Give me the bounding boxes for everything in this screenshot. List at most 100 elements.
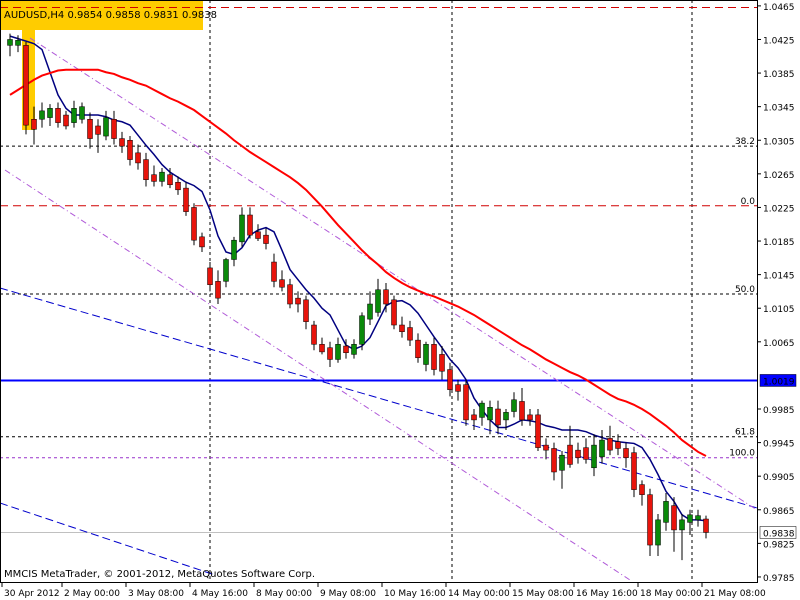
candle-body (255, 231, 261, 239)
candle-body (111, 119, 117, 139)
candle-body (375, 289, 381, 313)
axis: 1.0465 1.0425 1.0385 1.0345 1.0305 1.0265 1.02… (1, 3, 797, 599)
candle-body (23, 45, 29, 126)
x-tick-label: 30 Apr 2012 (4, 589, 60, 599)
y-tick-label: 1.0065 (763, 339, 795, 349)
candle-body (591, 444, 597, 469)
candle-body (439, 354, 445, 372)
candle-body (663, 501, 669, 523)
candle-body (335, 344, 341, 360)
y-tick-label: 1.0345 (763, 104, 795, 114)
candle-body (271, 261, 277, 282)
candle-body (695, 515, 701, 521)
candle-body (367, 303, 373, 320)
candle-body (599, 439, 605, 458)
candle-body (327, 347, 333, 360)
candle-body (199, 236, 205, 248)
y-tick-label: 1.0425 (763, 36, 795, 46)
candle-body (343, 345, 349, 353)
candle-body (639, 484, 645, 495)
y-tick-label: 0.9865 (763, 507, 795, 517)
candle-body (303, 299, 309, 322)
x-tick-label: 9 May 08:00 (320, 589, 376, 599)
y-tick-label: 0.9905 (763, 473, 795, 483)
candle-body (247, 214, 253, 236)
level-label: 0.0 (741, 197, 756, 207)
candle-body (655, 519, 661, 546)
candle-body (39, 110, 45, 120)
level-label: 100.0 (729, 449, 755, 459)
y-tick-label: 0.9985 (763, 406, 795, 416)
price-tag-box (759, 526, 797, 539)
candle-body (407, 327, 413, 341)
moving-average (9, 35, 707, 522)
candle-body (47, 108, 53, 118)
candle-body (311, 324, 317, 345)
candle-body (431, 344, 437, 370)
candle-body (175, 181, 181, 191)
price-tag: 0.9838 (763, 529, 795, 539)
x-tick-label: 4 May 16:00 (192, 589, 248, 599)
y-tick-label: 0.9825 (763, 540, 795, 550)
candle-body (471, 414, 477, 421)
y-tick-label: 1.0225 (763, 204, 795, 214)
x-tick-label: 2 May 00:00 (64, 589, 120, 599)
candle-body (207, 267, 213, 285)
candle-body (687, 514, 693, 523)
candle-body (159, 171, 165, 182)
candle-body (575, 449, 581, 458)
x-tick-label: 21 May 08:00 (704, 589, 766, 599)
x-tick-label: 3 May 08:00 (128, 589, 184, 599)
candle-body (279, 279, 285, 288)
candles (7, 33, 709, 561)
candle-body (215, 281, 221, 299)
candle-body (119, 138, 125, 147)
candle-body (703, 518, 709, 533)
y-tick-label: 1.0305 (763, 137, 795, 147)
candle-body (151, 174, 157, 182)
candle-body (631, 452, 637, 490)
candle-body (679, 519, 685, 531)
price-tag-box (759, 374, 797, 387)
candle-body (647, 494, 653, 546)
candle-body (95, 125, 101, 135)
candle-body (423, 344, 429, 365)
candle-body (31, 119, 37, 130)
y-tick-label: 1.0105 (763, 305, 795, 315)
candle-body (495, 408, 501, 426)
price-tag: 1.0019 (763, 377, 795, 387)
header: AUDUSD,H4 0.9854 0.9858 0.9831 0.9838 (4, 10, 217, 21)
x-tick-label: 8 May 00:00 (256, 589, 312, 599)
candle-body (567, 444, 573, 465)
candle-body (239, 214, 245, 243)
candle-body (415, 339, 421, 359)
x-tick-label: 16 May 16:00 (576, 589, 638, 599)
candle-body (671, 505, 677, 531)
candle-body (455, 384, 461, 392)
candle-body (223, 259, 229, 282)
candle-body (463, 384, 469, 421)
candle-body (295, 297, 301, 305)
x-tick-label: 10 May 16:00 (384, 589, 446, 599)
candle-body (143, 159, 149, 180)
plot-frame (0, 0, 758, 583)
x-tick-label: 15 May 08:00 (512, 589, 574, 599)
candle-body (487, 407, 493, 421)
candle-body (63, 114, 69, 127)
candle-body (551, 448, 557, 473)
level-label: 38.2 (735, 137, 755, 147)
candle-body (71, 108, 77, 123)
moving-average (9, 68, 707, 457)
candle-body (319, 344, 325, 353)
x-tick-label: 14 May 00:00 (448, 589, 510, 599)
trend-line (0, 502, 216, 576)
candle-body (383, 289, 389, 305)
candle-body (167, 174, 173, 186)
candle-body (359, 315, 365, 345)
candle-body (191, 207, 197, 241)
x-tick-label: 18 May 00:00 (640, 589, 702, 599)
candle-body (543, 444, 549, 451)
y-tick-label: 1.0465 (763, 3, 795, 13)
